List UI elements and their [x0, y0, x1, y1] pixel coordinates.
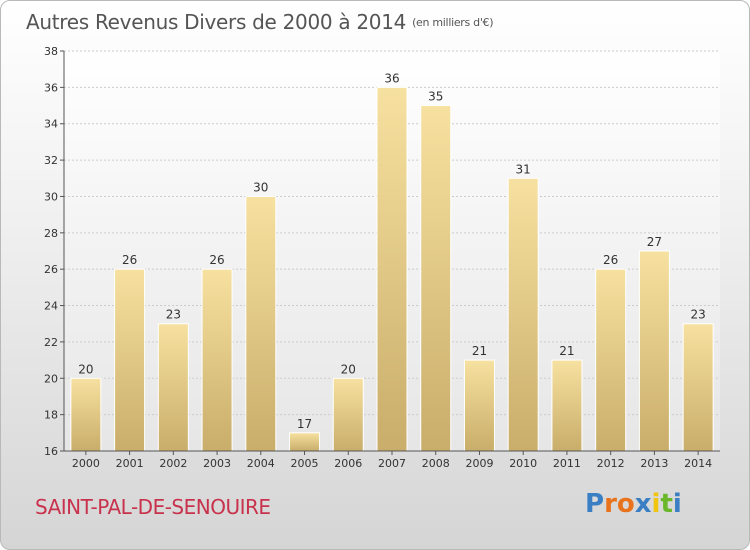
logo-letter: o [616, 489, 635, 519]
y-tick-label: 36 [44, 81, 58, 94]
y-tick-label: 20 [44, 372, 58, 385]
bar [245, 195, 277, 452]
chart-title: Autres Revenus Divers de 2000 à 2014 (en … [26, 10, 494, 34]
y-tick-label: 24 [44, 300, 58, 313]
x-tick-label: 2013 [640, 457, 668, 470]
bar-value-label: 23 [166, 308, 181, 322]
y-tick-label: 28 [44, 227, 58, 240]
proxiti-logo: Proxiti [585, 489, 682, 519]
bar [157, 323, 189, 452]
bar [595, 268, 627, 452]
x-tick-label: 2006 [334, 457, 362, 470]
bar [507, 177, 539, 452]
bar-value-label: 23 [690, 308, 705, 322]
y-tick-label: 16 [44, 445, 58, 458]
x-tick-label: 2003 [203, 457, 231, 470]
x-tick-label: 2011 [553, 457, 581, 470]
bar [420, 105, 452, 452]
y-tick-label: 34 [44, 118, 58, 131]
bar-value-label: 21 [472, 344, 487, 358]
town-name: SAINT-PAL-DE-SENOUIRE [35, 495, 271, 519]
bar-value-label: 36 [384, 71, 399, 85]
y-tick-label: 22 [44, 336, 58, 349]
bar [551, 359, 583, 452]
logo-letter: i [651, 489, 661, 519]
x-tick-label: 2005 [291, 457, 319, 470]
logo-letter: i [672, 489, 682, 519]
x-tick-label: 2002 [159, 457, 187, 470]
bar-value-label: 27 [647, 235, 662, 249]
y-tick-label: 38 [44, 45, 58, 58]
bar [463, 359, 495, 452]
bar [114, 268, 146, 452]
title-text: Autres Revenus Divers de 2000 à 2014 [26, 10, 407, 34]
logo-letter: r [604, 489, 617, 519]
x-tick-label: 2001 [116, 457, 144, 470]
bar [638, 250, 670, 452]
x-tick-label: 2014 [684, 457, 712, 470]
x-tick-label: 2008 [422, 457, 450, 470]
logo-letter: x [634, 489, 652, 519]
bar [201, 268, 233, 452]
bar-value-label: 26 [122, 253, 137, 267]
bar-value-label: 30 [253, 180, 268, 194]
bar [289, 432, 321, 452]
bar-value-label: 31 [516, 162, 531, 176]
bar [70, 377, 102, 452]
bar-value-label: 21 [559, 344, 574, 358]
y-tick-label: 26 [44, 263, 58, 276]
bar [682, 323, 714, 452]
bar-value-label: 17 [297, 417, 312, 431]
bar [376, 86, 408, 452]
y-tick-label: 32 [44, 154, 58, 167]
y-tick-label: 18 [44, 409, 58, 422]
bar-value-label: 26 [603, 253, 618, 267]
x-tick-label: 2000 [72, 457, 100, 470]
y-tick-label: 30 [44, 190, 58, 203]
bar-value-label: 20 [78, 362, 93, 376]
bar [332, 377, 364, 452]
logo-letter: P [585, 489, 605, 519]
title-unit: (en milliers d'€) [412, 16, 494, 29]
x-tick-label: 2007 [378, 457, 406, 470]
bar-value-label: 20 [341, 362, 356, 376]
x-tick-label: 2004 [247, 457, 275, 470]
x-tick-label: 2012 [597, 457, 625, 470]
bar-value-label: 26 [209, 253, 224, 267]
logo-letter: t [660, 489, 673, 519]
x-tick-label: 2009 [465, 457, 493, 470]
x-tick-label: 2010 [509, 457, 537, 470]
bar-value-label: 35 [428, 90, 443, 104]
